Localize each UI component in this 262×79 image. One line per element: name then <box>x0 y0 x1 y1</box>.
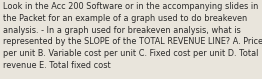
Text: revenue E. Total fixed cost: revenue E. Total fixed cost <box>3 61 111 70</box>
Text: the Packet for an example of a graph used to do breakeven: the Packet for an example of a graph use… <box>3 14 247 23</box>
Text: Look in the Acc 200 Software or in the accompanying slides in: Look in the Acc 200 Software or in the a… <box>3 2 259 11</box>
Text: per unit B. Variable cost per unit C. Fixed cost per unit D. Total: per unit B. Variable cost per unit C. Fi… <box>3 49 259 58</box>
Text: analysis. - In a graph used for breakeven analysis, what is: analysis. - In a graph used for breakeve… <box>3 26 241 35</box>
Text: represented by the SLOPE of the TOTAL REVENUE LINE? A. Price: represented by the SLOPE of the TOTAL RE… <box>3 37 262 46</box>
